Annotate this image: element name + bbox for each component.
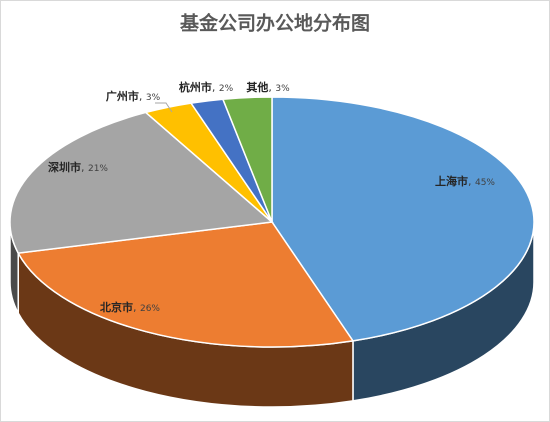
pie-slice [221, 96, 273, 223]
label-separator: , [139, 90, 146, 103]
data-label: 广州市, 3% [106, 89, 161, 103]
pie-slice [17, 221, 355, 348]
label-separator: , [81, 161, 88, 174]
value-label: 21% [88, 164, 108, 174]
value-label: 26% [140, 304, 160, 314]
data-label: 其他, 3% [246, 80, 290, 94]
leader-line [155, 102, 173, 113]
category-label: 杭州市 [179, 80, 212, 94]
category-label: 广州市 [106, 89, 139, 103]
label-separator: , [212, 81, 219, 94]
category-label: 其他 [246, 80, 268, 94]
data-label: 深圳市, 21% [48, 160, 108, 174]
data-label: 上海市, 45% [435, 174, 495, 188]
category-label: 上海市 [435, 174, 468, 188]
value-label: 2% [219, 84, 234, 94]
category-label: 深圳市 [48, 160, 81, 174]
pie-slice [271, 96, 535, 342]
data-label: 北京市, 26% [100, 300, 160, 314]
data-label: 杭州市, 2% [179, 80, 234, 94]
chart-title: 基金公司办公地分布图 [179, 12, 370, 35]
category-label: 北京市 [100, 300, 133, 314]
label-separator: , [268, 81, 275, 94]
pie-slice [9, 111, 274, 254]
value-label: 3% [146, 93, 161, 103]
label-separator: , [468, 175, 475, 188]
label-separator: , [133, 301, 140, 314]
value-label: 45% [475, 178, 495, 188]
value-label: 3% [275, 84, 290, 94]
